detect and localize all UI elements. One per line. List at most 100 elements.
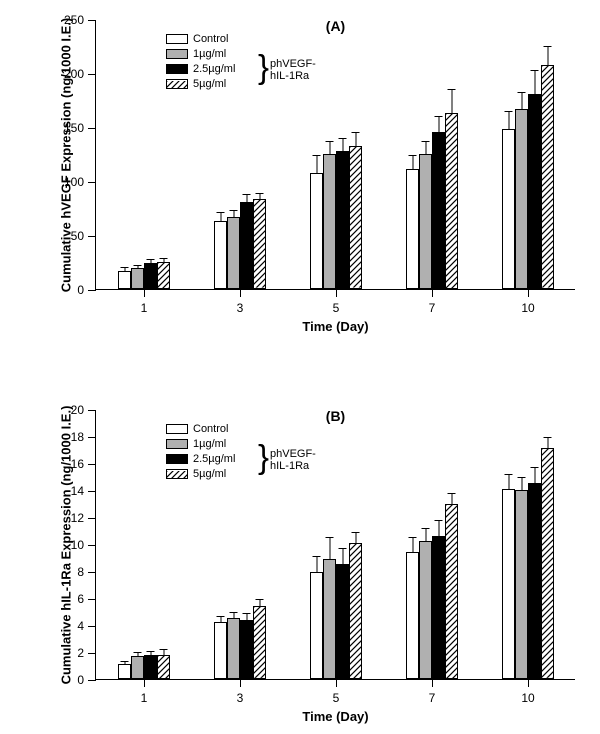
bar (528, 94, 541, 289)
panel-label-b: (B) (326, 408, 345, 424)
y-tick-label: 8 (77, 565, 84, 579)
bar (406, 552, 419, 679)
bar (227, 618, 240, 679)
y-tick (88, 410, 96, 411)
legend-b: Control1µg/ml2.5µg/ml5µg/ml}phVEGF-hIL-1… (166, 422, 235, 482)
x-tick-label: 5 (333, 301, 340, 315)
error-bar (355, 532, 356, 543)
error-bar (246, 613, 247, 620)
x-axis-label-a: Time (Day) (302, 319, 368, 334)
error-bar (412, 155, 413, 169)
error-bar (521, 92, 522, 108)
legend-item: 5µg/ml (166, 467, 235, 481)
y-tick-label: 16 (71, 457, 84, 471)
y-tick (88, 290, 96, 291)
bar (253, 606, 266, 679)
bar (310, 572, 323, 679)
error-bar (425, 141, 426, 154)
error-bar (412, 537, 413, 552)
y-tick-label: 14 (71, 484, 84, 498)
bar (406, 169, 419, 289)
legend-swatch (166, 454, 188, 464)
legend-item: Control (166, 32, 235, 46)
x-tick-label: 10 (521, 691, 534, 705)
bar (432, 536, 445, 679)
error-bar (233, 210, 234, 216)
x-tick (144, 289, 145, 297)
legend-label: 1µg/ml (193, 48, 226, 60)
plot-area-a: (A) Cumulative hVEGF Expression (ng/1000… (95, 20, 575, 290)
y-tick (88, 680, 96, 681)
bar (502, 129, 515, 289)
error-bar (163, 258, 164, 262)
bar (157, 262, 170, 289)
x-tick-label: 1 (141, 301, 148, 315)
error-bar (355, 132, 356, 146)
error-bar (259, 599, 260, 606)
y-tick (88, 74, 96, 75)
error-bar (124, 661, 125, 664)
y-tick-label: 20 (71, 403, 84, 417)
y-tick (88, 599, 96, 600)
x-tick-label: 3 (237, 691, 244, 705)
bar (502, 489, 515, 679)
error-bar (451, 493, 452, 504)
x-axis-label-b: Time (Day) (302, 709, 368, 724)
bar (118, 271, 131, 289)
y-tick-label: 0 (77, 283, 84, 297)
error-bar (508, 474, 509, 489)
bar (131, 268, 144, 289)
legend-swatch (166, 34, 188, 44)
y-tick-label: 6 (77, 592, 84, 606)
legend-item: 2.5µg/ml (166, 452, 235, 466)
bar (515, 109, 528, 289)
y-tick-label: 50 (71, 229, 84, 243)
x-tick (432, 289, 433, 297)
y-axis-label-a: Cumulative hVEGF Expression (ng/1000 I.E… (59, 17, 74, 292)
bar (336, 564, 349, 679)
legend-label: 2.5µg/ml (193, 453, 235, 465)
bar (419, 154, 432, 289)
x-tick (528, 679, 529, 687)
y-tick-label: 10 (71, 538, 84, 552)
error-bar (150, 651, 151, 655)
error-bar (150, 259, 151, 263)
x-tick (528, 289, 529, 297)
error-bar (137, 265, 138, 268)
y-tick-label: 250 (64, 13, 84, 27)
error-bar (220, 616, 221, 623)
error-bar (508, 111, 509, 129)
error-bar (451, 89, 452, 113)
panel-label-a: (A) (326, 18, 345, 34)
x-tick (240, 289, 241, 297)
bar (541, 65, 554, 289)
x-tick-label: 10 (521, 301, 534, 315)
error-bar (534, 70, 535, 94)
error-bar (521, 477, 522, 491)
y-tick-label: 18 (71, 430, 84, 444)
error-bar (124, 267, 125, 270)
error-bar (316, 155, 317, 173)
y-tick (88, 182, 96, 183)
plot-area-b: (B) Cumulative hIL-1Ra Expression (ng/10… (95, 410, 575, 680)
bar (528, 483, 541, 679)
bar (240, 620, 253, 679)
y-tick (88, 236, 96, 237)
legend-label: 1µg/ml (193, 438, 226, 450)
y-tick-label: 0 (77, 673, 84, 687)
y-tick (88, 572, 96, 573)
error-bar (316, 556, 317, 572)
y-tick (88, 626, 96, 627)
y-tick (88, 518, 96, 519)
legend-annotation: phVEGF-hIL-1Ra (270, 58, 316, 82)
error-bar (547, 46, 548, 65)
x-tick-label: 1 (141, 691, 148, 705)
error-bar (342, 548, 343, 564)
y-tick (88, 437, 96, 438)
error-bar (329, 537, 330, 559)
bar (131, 656, 144, 679)
bar (240, 202, 253, 289)
bar (253, 199, 266, 289)
bar (214, 221, 227, 289)
y-tick (88, 545, 96, 546)
